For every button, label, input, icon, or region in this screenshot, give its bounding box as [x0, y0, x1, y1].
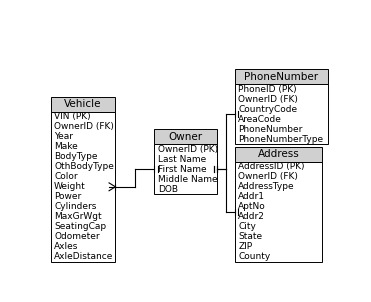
Text: ZIP: ZIP: [238, 242, 252, 251]
Text: Weight: Weight: [54, 182, 86, 191]
Text: DOB: DOB: [158, 185, 178, 194]
Bar: [235, 84, 328, 144]
Text: State: State: [238, 232, 262, 241]
Text: Color: Color: [54, 172, 78, 181]
Text: Addr2: Addr2: [238, 212, 265, 221]
Text: Middle Name: Middle Name: [158, 175, 217, 184]
Bar: [154, 129, 217, 144]
Text: Axles: Axles: [54, 242, 79, 251]
Text: AptNo: AptNo: [238, 202, 266, 211]
Text: MaxGrWgt: MaxGrWgt: [54, 212, 102, 221]
Text: OwnerID (FK): OwnerID (FK): [238, 95, 298, 104]
Text: VIN (PK): VIN (PK): [54, 112, 91, 121]
Text: BodyType: BodyType: [54, 152, 98, 161]
Text: County: County: [238, 252, 270, 261]
Bar: [235, 162, 322, 262]
Text: PhoneNumber: PhoneNumber: [244, 72, 318, 82]
Text: Address: Address: [258, 149, 299, 159]
Bar: [154, 144, 217, 194]
Text: Last Name: Last Name: [158, 155, 206, 164]
Text: PhoneNumber: PhoneNumber: [238, 125, 302, 134]
Text: PhoneNumberType: PhoneNumberType: [238, 135, 323, 144]
Text: SeatingCap: SeatingCap: [54, 222, 106, 231]
Text: Power: Power: [54, 192, 81, 201]
Text: Owner: Owner: [169, 132, 203, 142]
Text: AddressID (PK): AddressID (PK): [238, 162, 305, 171]
Text: AreaCode: AreaCode: [238, 115, 282, 124]
Text: CountryCode: CountryCode: [238, 105, 297, 114]
Text: Odometer: Odometer: [54, 232, 100, 241]
Bar: [51, 97, 115, 112]
Text: City: City: [238, 222, 256, 231]
Text: Make: Make: [54, 142, 78, 151]
Text: Vehicle: Vehicle: [64, 99, 102, 109]
Text: Year: Year: [54, 132, 73, 141]
Text: First Name: First Name: [158, 165, 206, 174]
Text: OthBodyType: OthBodyType: [54, 162, 114, 171]
Bar: [235, 147, 322, 162]
Text: OwnerID (PK): OwnerID (PK): [158, 145, 218, 154]
Bar: [235, 69, 328, 84]
Text: Cylinders: Cylinders: [54, 202, 96, 211]
Text: PhoneID (PK): PhoneID (PK): [238, 85, 297, 94]
Text: AddressType: AddressType: [238, 182, 295, 191]
Bar: [51, 112, 115, 262]
Text: Addr1: Addr1: [238, 192, 265, 201]
Text: OwnerID (FK): OwnerID (FK): [238, 172, 298, 181]
Text: AxleDistance: AxleDistance: [54, 252, 114, 261]
Text: OwnerID (FK): OwnerID (FK): [54, 122, 114, 131]
